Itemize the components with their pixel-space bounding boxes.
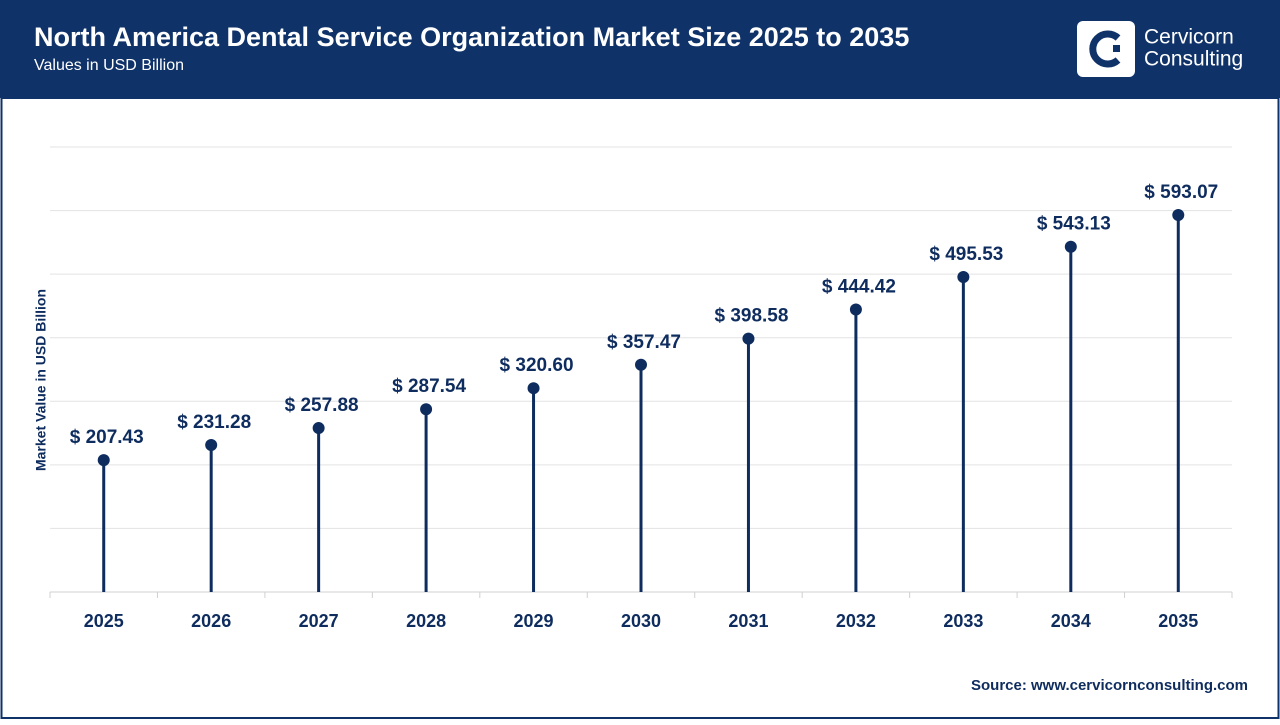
dot — [420, 403, 433, 416]
x-tick-label: 2029 — [514, 611, 554, 631]
dot — [1172, 208, 1185, 221]
value-label: $ 444.42 — [822, 276, 896, 297]
value-label: $ 320.60 — [500, 355, 574, 376]
logo-box — [1077, 21, 1135, 77]
x-tick-label: 2035 — [1158, 611, 1198, 631]
dot — [1064, 240, 1077, 253]
dot — [635, 358, 647, 371]
value-label: $ 495.53 — [929, 244, 1003, 265]
logo-icon — [1089, 30, 1121, 68]
value-label: $ 593.07 — [1144, 182, 1218, 203]
value-label: $ 257.88 — [285, 395, 359, 416]
logo-dot — [1113, 45, 1120, 52]
dot — [849, 303, 862, 316]
x-tick-label: 2033 — [943, 611, 983, 631]
value-label: $ 357.47 — [607, 332, 681, 353]
x-tick-label: 2027 — [299, 611, 339, 631]
x-tick-label: 2032 — [836, 611, 876, 631]
dot — [97, 454, 110, 467]
value-label: $ 543.13 — [1037, 214, 1111, 235]
dot — [957, 270, 970, 283]
logo-text: Consulting — [1144, 48, 1243, 71]
dot — [742, 332, 755, 345]
value-label: $ 398.58 — [714, 306, 788, 327]
frame — [0, 97, 1280, 719]
chart-title: North America Dental Service Organizatio… — [34, 22, 909, 52]
value-label: $ 231.28 — [177, 412, 251, 433]
value-label: $ 287.54 — [392, 376, 466, 397]
chart-subtitle: Values in USD Billion — [34, 57, 184, 74]
x-tick-label: 2030 — [621, 611, 661, 631]
y-axis-label: Market Value in USD Billion — [33, 289, 49, 471]
x-tick-label: 2026 — [191, 611, 231, 631]
x-tick-label: 2034 — [1051, 611, 1091, 631]
x-tick-label: 2031 — [728, 611, 768, 631]
dot — [527, 382, 540, 395]
x-tick-label: 2028 — [406, 611, 446, 631]
header-band — [0, 0, 1280, 98]
x-tick-label: 2025 — [84, 611, 124, 631]
value-label: $ 207.43 — [70, 427, 144, 448]
logo-text: Cervicorn — [1144, 26, 1234, 49]
dot — [205, 438, 218, 451]
source: Source: www.cervicornconsulting.com — [971, 677, 1248, 694]
dot — [312, 422, 325, 435]
